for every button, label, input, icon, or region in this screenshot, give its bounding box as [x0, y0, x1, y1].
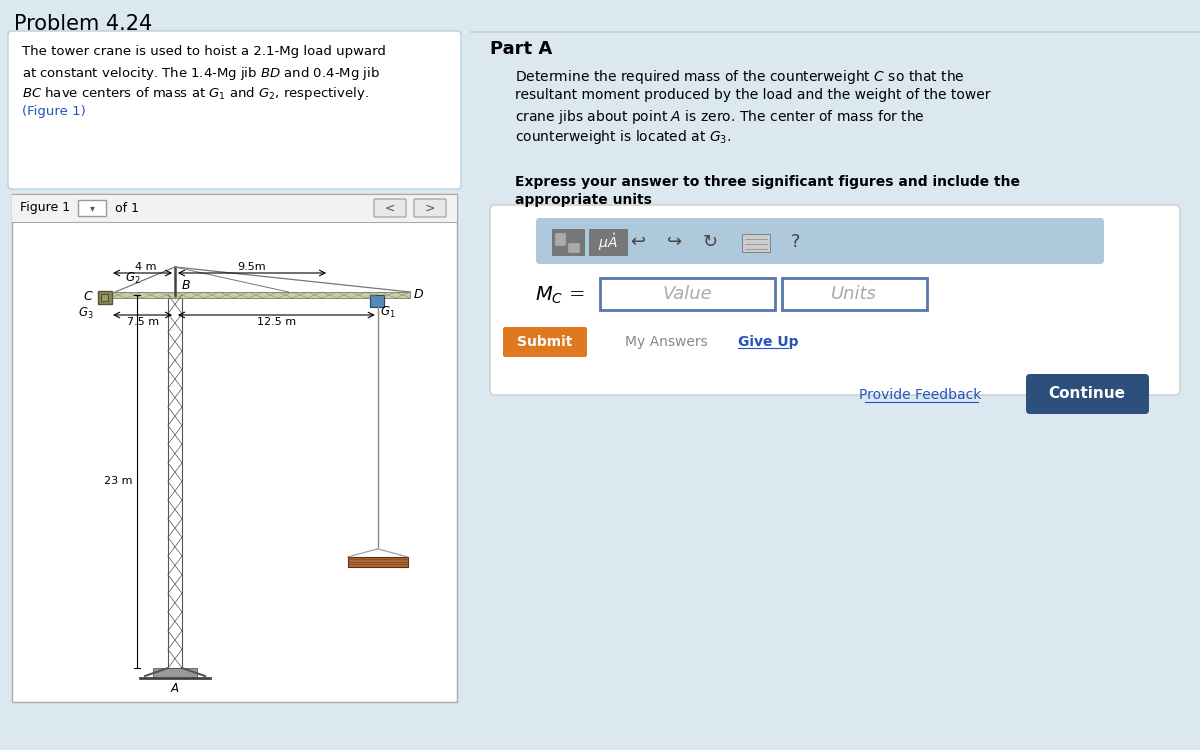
- Text: at constant velocity. The 1.4-Mg jib $\mathit{BD}$ and 0.4-Mg jib: at constant velocity. The 1.4-Mg jib $\m…: [22, 65, 380, 82]
- Text: Value: Value: [662, 285, 712, 303]
- FancyBboxPatch shape: [536, 218, 1104, 264]
- Text: ?: ?: [791, 233, 799, 251]
- Text: ▾: ▾: [90, 203, 95, 213]
- Text: 7.5 m: 7.5 m: [126, 317, 158, 327]
- Bar: [110, 292, 175, 298]
- FancyBboxPatch shape: [12, 194, 457, 702]
- Bar: [78, 200, 106, 216]
- FancyBboxPatch shape: [374, 199, 406, 217]
- Text: ↻: ↻: [702, 233, 718, 251]
- Text: Submit: Submit: [517, 335, 572, 349]
- Bar: [168, 295, 182, 668]
- Text: <: <: [385, 202, 395, 214]
- Text: Continue: Continue: [1049, 386, 1126, 401]
- Text: 4 m: 4 m: [134, 262, 156, 272]
- Bar: [175, 292, 410, 298]
- Text: >: >: [425, 202, 436, 214]
- Text: (Figure 1): (Figure 1): [22, 105, 85, 118]
- Text: Express your answer to three significant figures and include the: Express your answer to three significant…: [515, 175, 1020, 189]
- Bar: [348, 557, 408, 567]
- Text: $M_C$ =: $M_C$ =: [535, 284, 584, 306]
- Text: Figure 1: Figure 1: [20, 202, 70, 214]
- Bar: [101, 294, 108, 301]
- FancyBboxPatch shape: [503, 327, 587, 357]
- Bar: [568, 243, 580, 252]
- Bar: [589, 229, 628, 255]
- Text: $A$: $A$: [170, 682, 180, 695]
- Text: The tower crane is used to hoist a 2.1-Mg load upward: The tower crane is used to hoist a 2.1-M…: [22, 45, 386, 58]
- Text: 23 m: 23 m: [104, 476, 133, 487]
- Text: $G_2$: $G_2$: [125, 271, 140, 286]
- Bar: [370, 295, 384, 307]
- Text: counterweight is located at $G_3$.: counterweight is located at $G_3$.: [515, 128, 731, 146]
- Text: 12.5 m: 12.5 m: [257, 317, 296, 327]
- Bar: [554, 233, 565, 245]
- Bar: [12, 194, 457, 222]
- Text: $C$: $C$: [84, 290, 94, 304]
- Text: Determine the required mass of the counterweight $\mathit{C}$ so that the: Determine the required mass of the count…: [515, 68, 965, 86]
- FancyBboxPatch shape: [414, 199, 446, 217]
- Bar: [742, 234, 770, 252]
- FancyBboxPatch shape: [1026, 374, 1150, 414]
- Text: 9.5m: 9.5m: [238, 262, 266, 272]
- Text: Provide Feedback: Provide Feedback: [859, 388, 982, 402]
- Text: of 1: of 1: [115, 202, 139, 214]
- FancyBboxPatch shape: [782, 278, 928, 310]
- Text: $\mu\mathring{A}$: $\mu\mathring{A}$: [599, 231, 618, 253]
- Text: Units: Units: [832, 285, 877, 303]
- Text: appropriate units: appropriate units: [515, 193, 652, 207]
- Text: $D$: $D$: [413, 289, 424, 302]
- Bar: [552, 229, 584, 255]
- Text: resultant moment produced by the load and the weight of the tower: resultant moment produced by the load an…: [515, 88, 990, 102]
- Text: $\mathit{BC}$ have centers of mass at $G_1$ and $G_2$, respectively.: $\mathit{BC}$ have centers of mass at $G…: [22, 85, 368, 102]
- Bar: [154, 668, 197, 678]
- Text: crane jibs about point $\mathit{A}$ is zero. The center of mass for the: crane jibs about point $\mathit{A}$ is z…: [515, 108, 925, 126]
- Bar: [98, 291, 112, 304]
- Text: My Answers: My Answers: [625, 335, 708, 349]
- Text: ↩: ↩: [630, 233, 646, 251]
- FancyBboxPatch shape: [8, 31, 461, 189]
- FancyBboxPatch shape: [490, 205, 1180, 395]
- Text: ↪: ↪: [667, 233, 683, 251]
- Text: $B$: $B$: [181, 279, 191, 292]
- Text: $G_3$: $G_3$: [78, 305, 94, 320]
- Text: $G_1$: $G_1$: [379, 305, 395, 320]
- Text: Give Up: Give Up: [738, 335, 798, 349]
- FancyBboxPatch shape: [600, 278, 775, 310]
- Text: Problem 4.24: Problem 4.24: [14, 14, 152, 34]
- Text: Part A: Part A: [490, 40, 552, 58]
